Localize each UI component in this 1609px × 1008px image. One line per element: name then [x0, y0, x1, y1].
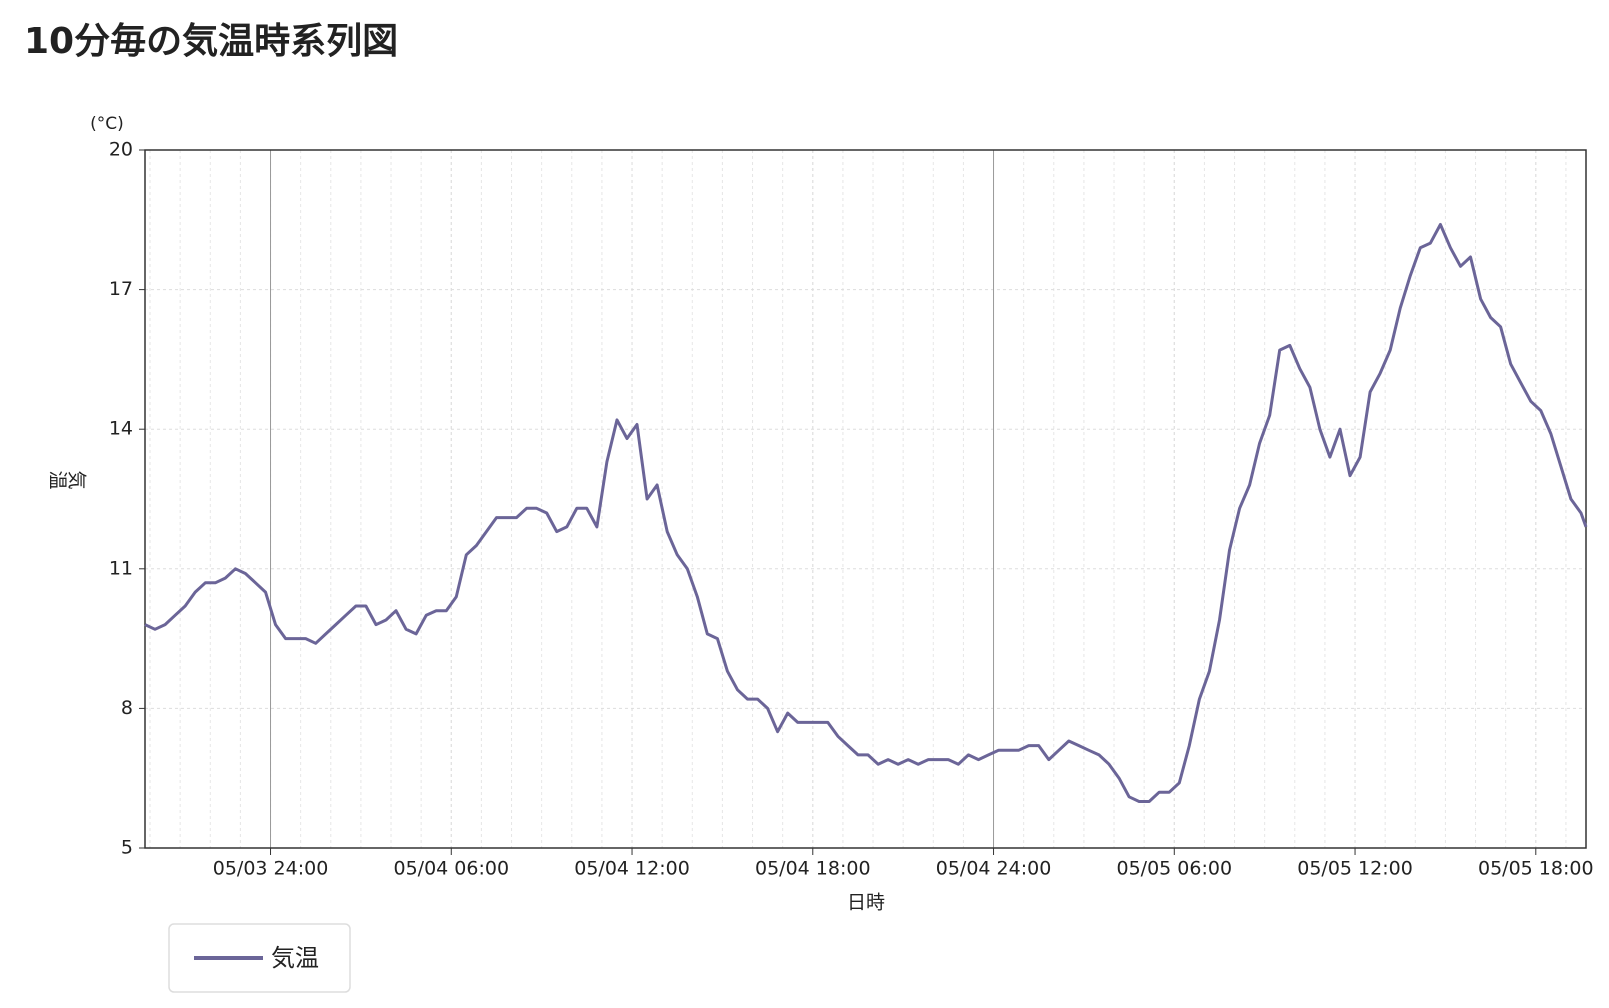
y-tick-label: 8 — [121, 697, 133, 719]
x-tick-label: 05/05 12:00 — [1297, 858, 1413, 880]
y-axis-label: 気温 — [49, 468, 87, 490]
legend-label: 気温 — [271, 944, 319, 972]
y-tick-label: 11 — [109, 557, 133, 579]
x-axis-label: 日時 — [847, 892, 885, 914]
x-tick-label: 05/04 18:00 — [755, 858, 871, 880]
plot-frame — [144, 149, 1587, 849]
x-tick-label: 05/05 06:00 — [1117, 858, 1233, 880]
x-tick-label: 05/05 18:00 — [1478, 858, 1594, 880]
y-tick-label: 17 — [109, 278, 133, 300]
y-unit: (°C) — [90, 114, 124, 134]
x-tick-label: 05/03 24:00 — [213, 858, 329, 880]
x-tick-label: 05/04 06:00 — [393, 858, 509, 880]
chart-title: 10分毎の気温時系列図 — [24, 21, 398, 62]
data-line — [144, 223, 1588, 803]
x-tick-label: 05/04 12:00 — [574, 858, 690, 880]
y-tick-label: 14 — [109, 418, 133, 440]
x-tick-label: 05/04 24:00 — [936, 858, 1052, 880]
y-tick-label: 20 — [109, 139, 133, 161]
y-tick-label: 5 — [121, 837, 133, 859]
